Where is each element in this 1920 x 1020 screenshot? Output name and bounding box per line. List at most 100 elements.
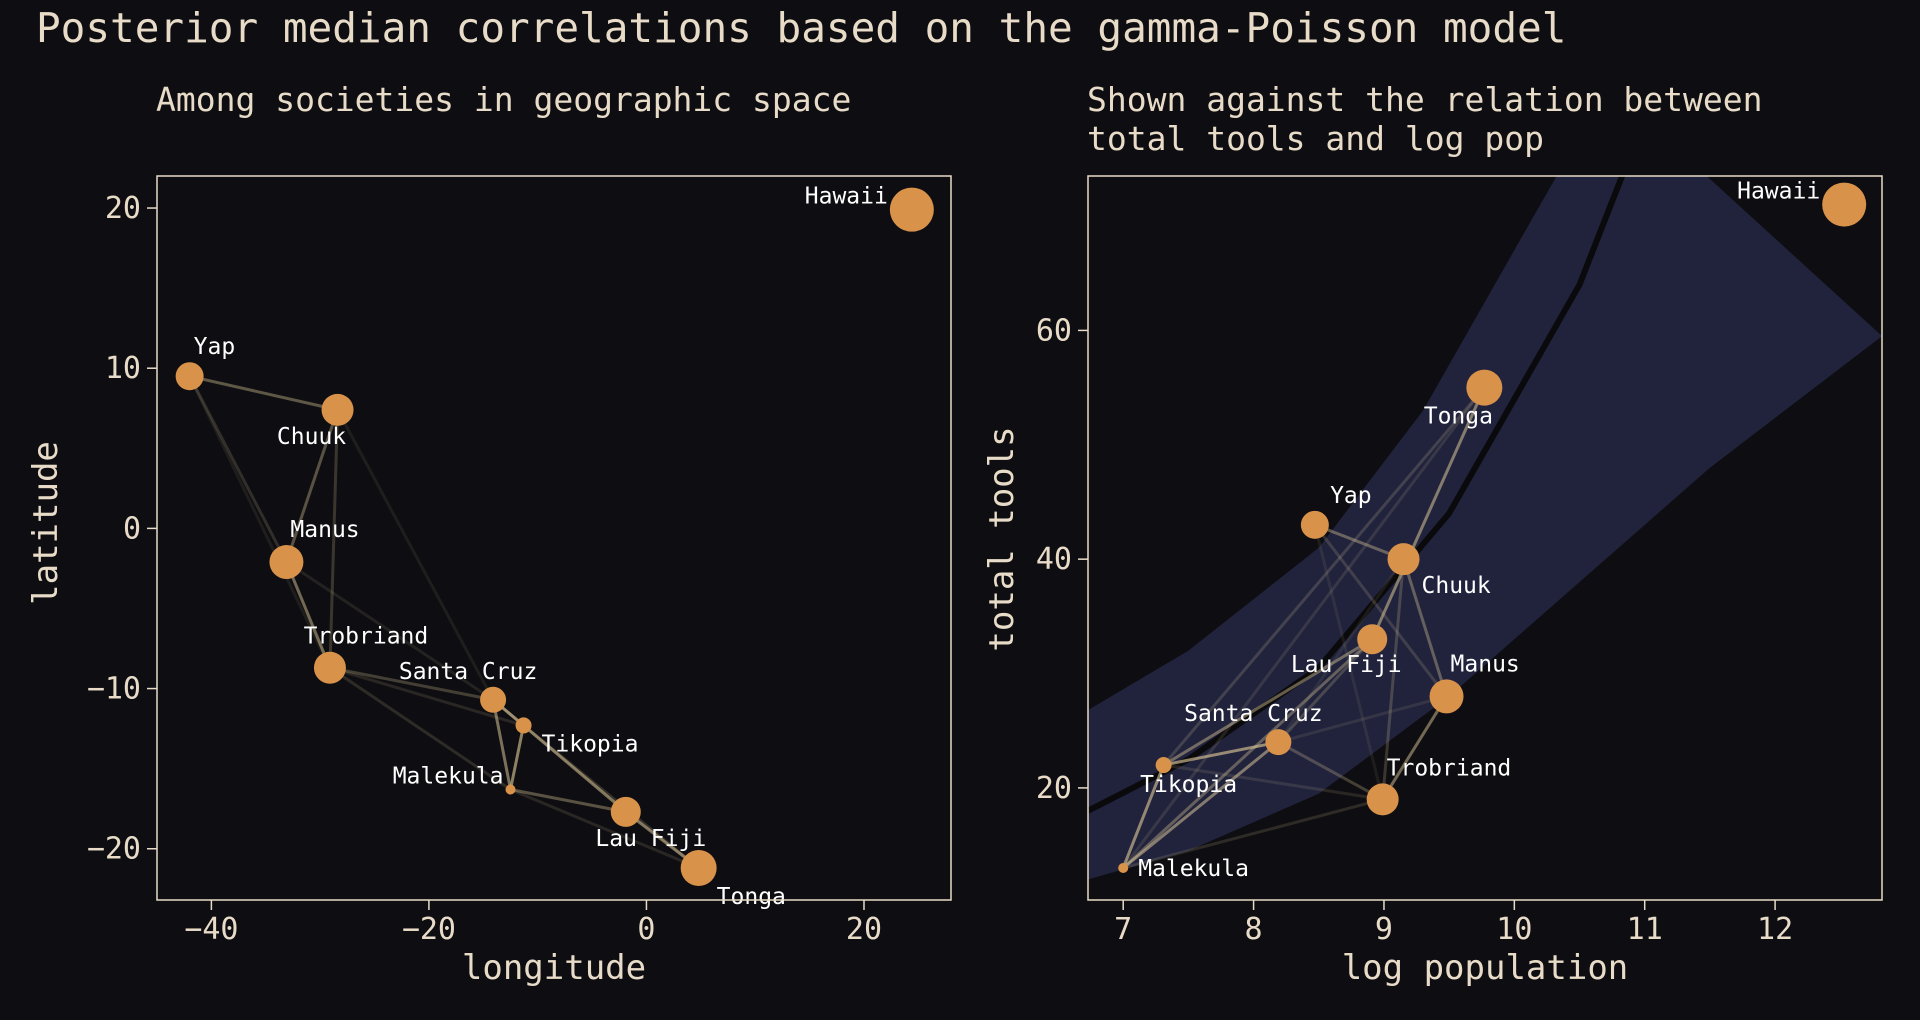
y-tick-label: 10 xyxy=(105,351,141,386)
point-tonga xyxy=(1466,369,1503,406)
correlation-edge-tikopia-tonga xyxy=(522,724,700,870)
correlation-edge-manus-trobriand xyxy=(285,561,332,669)
x-tick-label: 11 xyxy=(1627,912,1663,947)
point-label-tonga: Tonga xyxy=(717,884,786,910)
point-tikopia xyxy=(515,717,532,734)
point-label-malekula: Malekula xyxy=(393,763,504,789)
point-label-trobriand: Trobriand xyxy=(1387,755,1512,781)
y-axis-label-latitude: latitude xyxy=(26,441,66,605)
x-tick-label: 0 xyxy=(637,912,655,947)
point-hawaii xyxy=(889,187,934,232)
plot-area-tools: Malekula Tikopia Santa Cruz Yap Lau Fiji Trob… xyxy=(1036,175,1883,947)
plot-frame xyxy=(156,175,952,901)
point-chuuk xyxy=(1387,543,1420,576)
correlation-edge-trobriand-malekula xyxy=(329,666,512,791)
correlation-edge-trobriand-chuuk xyxy=(328,409,340,668)
x-tick-label: −20 xyxy=(402,912,456,947)
correlation-edge-malekula-tikopia xyxy=(1121,764,1166,869)
x-tick-label: 12 xyxy=(1757,912,1793,947)
correlation-edge-malekula-santa-cruz xyxy=(491,699,512,790)
x-axis-label-log-population: log population xyxy=(1342,948,1629,988)
correlation-edge-santa-cruz-trobriand xyxy=(329,666,494,702)
panel-tools-vs-pop: Shown against the relation between total … xyxy=(982,80,1883,988)
point-malekula xyxy=(505,784,516,795)
correlation-edge-tikopia-lau-fiji xyxy=(1162,637,1373,767)
y-tick-label: 40 xyxy=(1036,542,1072,577)
panel-right-title: Shown against the relation between total … xyxy=(1087,80,1763,158)
correlation-edge-malekula-santa-cruz xyxy=(1122,740,1280,870)
correlation-edge-tikopia-lau-fiji xyxy=(522,724,627,814)
point-label-trobriand: Trobriand xyxy=(304,624,429,650)
point-tikopia xyxy=(1155,757,1172,774)
point-trobriand xyxy=(1366,783,1399,816)
point-label-tonga: Tonga xyxy=(1424,404,1493,430)
point-label-manus: Manus xyxy=(1451,651,1520,677)
figure-title: Posterior median correlations based on t… xyxy=(36,4,1566,52)
correlation-edge-yap-manus xyxy=(1313,523,1448,698)
x-tick-label: 20 xyxy=(846,912,882,947)
correlation-edge-trobriand-tikopia xyxy=(329,666,524,727)
fit-interval-band xyxy=(1088,176,1882,880)
y-tick-label: −20 xyxy=(87,832,141,867)
correlation-edge-malekula-tikopia xyxy=(509,725,526,790)
correlation-edge-manus-trobriand xyxy=(1381,695,1448,801)
correlation-edge-malekula-lau-fiji xyxy=(1122,638,1374,870)
correlation-edge-santa-cruz-lau-fiji xyxy=(1277,638,1374,744)
y-tick-label: 0 xyxy=(123,511,141,546)
point-manus xyxy=(1429,679,1464,714)
correlation-edge-santa-cruz-trobriand xyxy=(1277,740,1384,801)
point-tonga xyxy=(680,849,717,886)
point-trobriand xyxy=(313,651,346,684)
y-axis-label-total-tools: total tools xyxy=(982,426,1022,651)
correlation-edge-chuuk-santa-cruz xyxy=(1277,558,1405,744)
x-tick-label: 8 xyxy=(1245,912,1263,947)
y-tick-label: 60 xyxy=(1036,313,1072,348)
point-lau-fiji xyxy=(1357,624,1388,655)
point-label-malekula: Malekula xyxy=(1138,856,1249,882)
point-label-chuuk: Chuuk xyxy=(1422,573,1491,599)
x-tick-label: 10 xyxy=(1496,912,1532,947)
point-label-lau-fiji: Lau Fiji xyxy=(595,826,706,852)
y-tick-label: 20 xyxy=(105,191,141,226)
point-label-hawaii: Hawaii xyxy=(805,184,888,210)
point-santa-cruz xyxy=(480,686,507,713)
correlation-edge-manus-santa-cruz xyxy=(1277,694,1447,744)
panel-geographic: Among societies in geographic space Male… xyxy=(26,80,952,988)
correlation-edge-yap-trobriand xyxy=(188,375,332,669)
point-yap xyxy=(175,362,204,391)
correlation-edge-yap-manus xyxy=(188,375,288,563)
point-label-tikopia: Tikopia xyxy=(542,731,639,757)
point-label-santa-cruz: Santa Cruz xyxy=(1184,701,1322,727)
plot-frame xyxy=(1087,175,1883,901)
correlation-edge-chuuk-santa-cruz xyxy=(336,409,495,701)
point-yap xyxy=(1300,510,1329,539)
point-label-tikopia: Tikopia xyxy=(1140,772,1237,798)
point-label-yap: Yap xyxy=(194,334,236,360)
point-label-chuuk: Chuuk xyxy=(277,424,346,450)
y-tick-label: −10 xyxy=(87,672,141,707)
point-malekula xyxy=(1118,862,1129,873)
correlation-edge-chuuk-yap xyxy=(189,374,338,412)
point-manus xyxy=(269,545,304,580)
correlation-edge-tikopia-santa-cruz xyxy=(1163,740,1279,767)
fit-mean-curve xyxy=(1088,176,1626,814)
point-label-lau-fiji: Lau Fiji xyxy=(1291,652,1402,678)
point-chuuk xyxy=(321,393,354,426)
x-axis-label-longitude: longitude xyxy=(462,948,646,988)
point-lau-fiji xyxy=(610,796,641,827)
y-tick-label: 20 xyxy=(1036,771,1072,806)
plot-area-geographic: Malekula Tikopia Santa Cruz Yap Lau Fiji Trob… xyxy=(87,175,952,947)
point-label-yap: Yap xyxy=(1330,483,1372,509)
correlation-edge-malekula-tonga xyxy=(509,788,700,870)
correlation-edge-yap-trobriand xyxy=(1313,524,1385,800)
correlation-edge-lau-fiji-tonga xyxy=(1370,386,1486,640)
point-label-manus: Manus xyxy=(290,517,359,543)
point-santa-cruz xyxy=(1265,729,1292,756)
correlation-edge-manus-santa-cruz xyxy=(285,560,494,702)
correlation-edge-chuuk-manus xyxy=(1402,558,1448,697)
correlation-edge-santa-cruz-lau-fiji xyxy=(492,698,627,814)
panel-left-title: Among societies in geographic space xyxy=(156,80,851,119)
x-tick-label: −40 xyxy=(184,912,238,947)
correlation-edge-trobriand-chuuk xyxy=(1381,559,1406,800)
